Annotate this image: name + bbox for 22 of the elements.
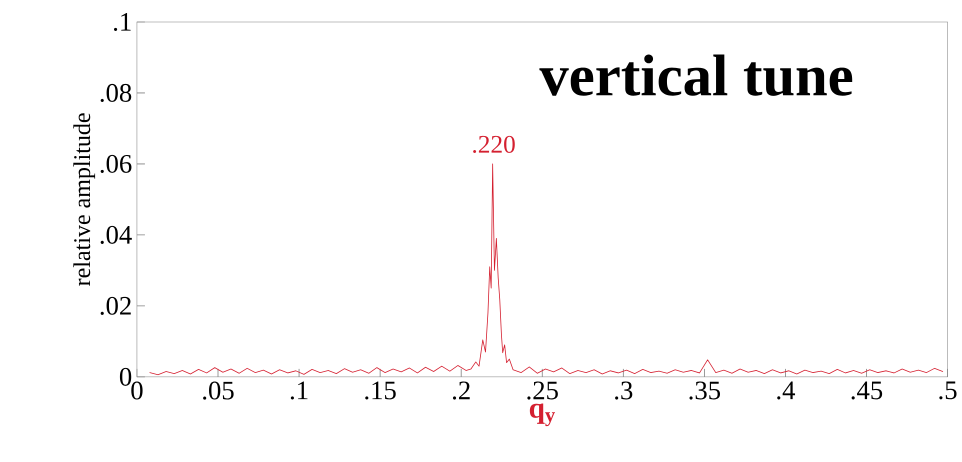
- y-tick-label: .06: [100, 154, 132, 174]
- y-axis-title: relative amplitude: [73, 113, 96, 286]
- x-tick-label: .15: [365, 382, 396, 400]
- y-tick-label: .04: [100, 226, 132, 244]
- x-tick-label: .2: [452, 382, 470, 400]
- line-series: [150, 164, 944, 376]
- x-tick-label: .05: [203, 382, 234, 400]
- x-tick-label: .5: [939, 382, 957, 400]
- x-tick-label: .35: [689, 382, 720, 400]
- x-tick-label: .4: [777, 382, 796, 400]
- y-tick-label: 0: [120, 368, 132, 386]
- x-tick-label: .1: [290, 382, 308, 400]
- y-tick-label: .1: [114, 13, 131, 32]
- y-tick-label: .02: [100, 296, 131, 316]
- x-tick-label: .45: [852, 382, 882, 400]
- chart-title: vertical tune: [539, 54, 852, 96]
- x-tick-label: 0: [131, 382, 143, 400]
- x-axis-title: q$_{y}$: [530, 404, 555, 426]
- annotation: .220: [473, 136, 515, 154]
- x-tick-label: .25: [527, 382, 558, 400]
- x-tick-label: .3: [615, 382, 632, 400]
- y-tick-label: .08: [100, 84, 132, 102]
